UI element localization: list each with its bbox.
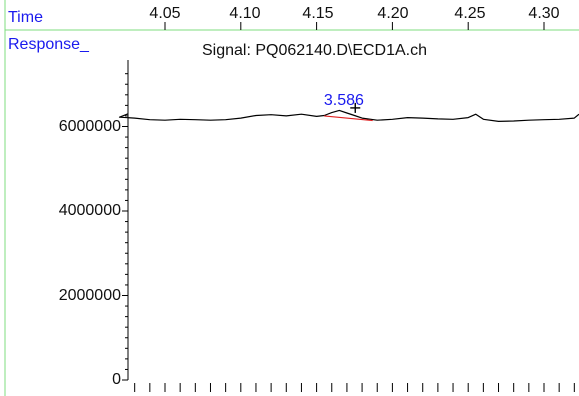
peak-baseline [324,115,373,122]
y-tick-label: 2000000 [58,287,121,304]
x-tick-label: 4.10 [229,5,261,22]
signal-trace [118,109,579,122]
y-tick-label: 6000000 [58,118,121,135]
chart-title: Signal: PQ062140.D\ECD1A.ch [202,42,428,59]
x-tick-label: 4.05 [149,5,181,22]
y-tick-label: 0 [112,371,121,388]
response-axis-label: Response_ [8,36,89,53]
x-tick-label: 4.25 [454,5,486,22]
x-tick-label: 4.30 [528,5,560,22]
x-tick-label: 4.20 [377,5,409,22]
time-axis-label: Time [8,9,43,26]
peak-label: 3.586 [323,92,364,110]
y-tick-label: 4000000 [58,202,121,219]
x-tick-label: 4.15 [302,5,334,22]
